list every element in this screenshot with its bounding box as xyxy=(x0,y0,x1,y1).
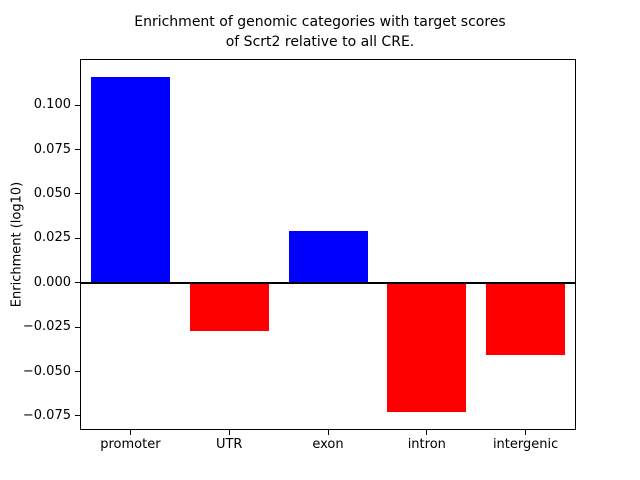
y-tick-label: −0.050 xyxy=(22,363,71,379)
x-tick-label: UTR xyxy=(215,437,243,452)
y-tick-mark xyxy=(75,237,80,239)
y-tick-label: −0.025 xyxy=(22,319,71,335)
x-tick-mark xyxy=(426,430,428,435)
y-tick-mark xyxy=(75,371,80,372)
zero-axis-line xyxy=(81,281,575,284)
bar-intergenic xyxy=(486,282,566,356)
bar-UTR xyxy=(189,282,269,331)
bar-intron xyxy=(387,282,467,413)
y-tick-mark xyxy=(75,149,80,150)
y-tick-label: 0.000 xyxy=(33,274,71,290)
x-tick-mark xyxy=(228,430,230,435)
y-tick-mark xyxy=(75,104,80,106)
x-tick-label: promoter xyxy=(100,437,161,452)
chart-title: Enrichment of genomic categories with ta… xyxy=(134,14,506,50)
x-tick-label: intron xyxy=(407,437,446,452)
x-tick-mark xyxy=(525,430,527,435)
y-tick-label: 0.050 xyxy=(33,185,71,201)
bar-promoter xyxy=(90,76,170,283)
y-tick-mark xyxy=(75,415,80,417)
x-tick-label: exon xyxy=(312,437,344,452)
y-tick-mark xyxy=(75,193,80,195)
x-tick-mark xyxy=(327,430,329,435)
x-tick-mark xyxy=(129,430,131,435)
y-tick-label: 0.025 xyxy=(33,230,71,246)
bar-exon xyxy=(288,231,368,283)
x-tick-label: intergenic xyxy=(492,437,559,452)
y-tick-label: 0.075 xyxy=(33,141,71,157)
y-tick-mark xyxy=(75,326,80,328)
y-tick-mark xyxy=(75,282,80,284)
y-tick-label: 0.100 xyxy=(33,97,71,113)
plot-area xyxy=(80,59,576,430)
y-tick-label: −0.075 xyxy=(22,407,71,423)
